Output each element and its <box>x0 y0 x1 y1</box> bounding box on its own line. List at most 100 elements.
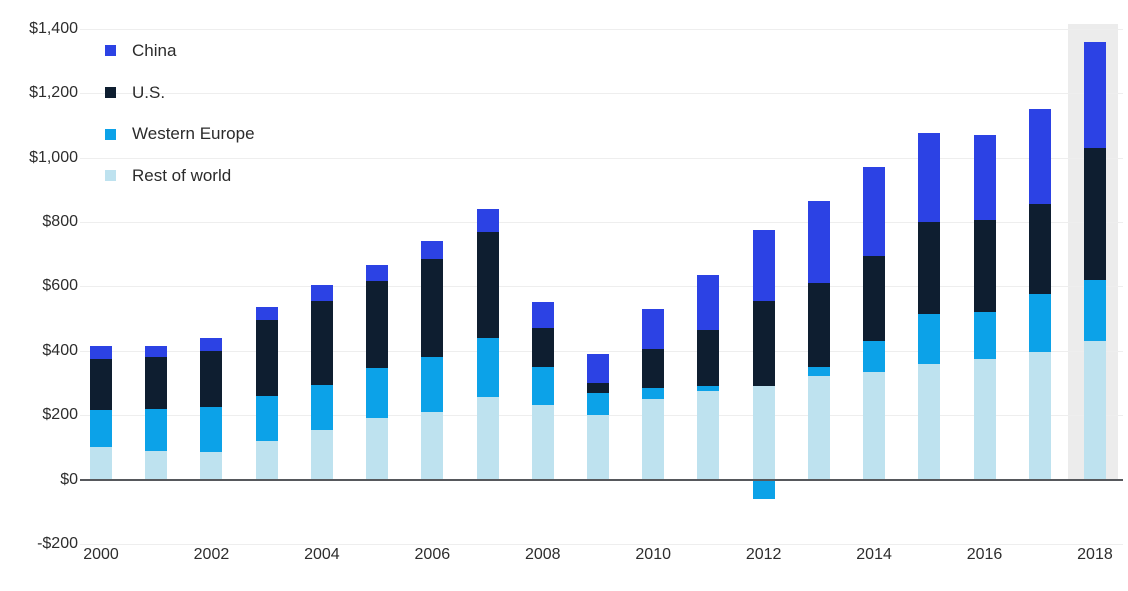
bar-2015-u-s- <box>918 221 941 314</box>
bar-2016-rest-of-world <box>973 358 996 480</box>
gridline-1200 <box>80 93 1123 95</box>
y-tick-label-200: $200 <box>42 406 78 424</box>
gridline-1400 <box>80 28 1123 30</box>
bar-2016-western-europe <box>973 312 996 359</box>
bar-2007-western-europe <box>476 337 499 398</box>
bar-2018-china <box>1083 41 1106 148</box>
bar-2009-u-s- <box>586 382 609 393</box>
bar-2004-western-europe <box>310 384 333 430</box>
bar-2008-u-s- <box>531 328 554 367</box>
bar-2017-china <box>1028 109 1051 205</box>
legend-item-china: China <box>105 30 255 72</box>
bar-2004-u-s- <box>310 300 333 385</box>
y-tick-label-1400: $1,400 <box>29 19 78 37</box>
bar-2010-u-s- <box>642 349 665 388</box>
bar-2018-rest-of-world <box>1083 341 1106 480</box>
bar-2014-china <box>863 167 886 256</box>
x-tick-label-2012: 2012 <box>745 546 782 563</box>
bar-2008-rest-of-world <box>531 405 554 480</box>
gridline-1000 <box>80 157 1123 159</box>
x-tick-label-2004: 2004 <box>304 546 340 563</box>
bar-2000-western-europe <box>90 410 112 448</box>
bar-2005-china <box>366 265 389 282</box>
x-tick-label-2002: 2002 <box>193 546 230 563</box>
legend-label-rest-of-world: Rest of world <box>132 165 232 185</box>
bar-2011-rest-of-world <box>697 390 720 480</box>
y-tick-label-400: $400 <box>42 341 78 359</box>
y-tick-label-800: $800 <box>42 212 78 230</box>
bar-2014-western-europe <box>863 341 886 372</box>
bar-2006-rest-of-world <box>421 411 444 480</box>
bar-2004-rest-of-world <box>310 429 333 480</box>
rest-of-world-swatch-icon <box>105 170 116 182</box>
legend-label-china: China <box>132 40 177 60</box>
bar-2006-western-europe <box>421 357 444 412</box>
bar-2011-u-s- <box>697 329 720 387</box>
bar-2005-western-europe <box>366 368 389 419</box>
bar-2006-u-s- <box>421 258 444 358</box>
legend-label-us: U.S. <box>132 82 166 102</box>
bar-2003-western-europe <box>255 395 278 441</box>
bar-2001-rest-of-world <box>145 450 168 480</box>
bar-2008-western-europe <box>531 366 554 406</box>
gridline-800 <box>80 221 1123 223</box>
legend-label-western-europe: Western Europe <box>132 124 255 144</box>
legend-item-western-europe: Western Europe <box>105 113 255 155</box>
y-tick-label-1000: $1,000 <box>29 148 78 166</box>
bar-2017-western-europe <box>1028 294 1051 353</box>
y-tick-label-0: $0 <box>60 470 78 488</box>
bar-2001-western-europe <box>145 408 168 451</box>
gridline-400 <box>80 350 1123 352</box>
bar-2005-u-s- <box>366 281 389 369</box>
bar-2006-china <box>421 241 444 259</box>
bar-2014-u-s- <box>863 255 886 342</box>
bar-2015-western-europe <box>918 313 941 364</box>
legend: China U.S. Western Europe Rest of world <box>105 30 255 197</box>
bar-2009-rest-of-world <box>586 415 609 480</box>
x-tick-label-2016: 2016 <box>966 546 1003 563</box>
x-tick-label-2018: 2018 <box>1077 546 1113 563</box>
bar-2007-u-s- <box>476 231 499 338</box>
bar-2001-china <box>145 345 168 358</box>
bar-2000-china <box>90 345 112 359</box>
bar-2005-rest-of-world <box>366 418 389 480</box>
bar-2009-china <box>586 353 609 383</box>
bar-2001-u-s- <box>145 357 168 409</box>
bar-2010-china <box>642 308 665 350</box>
bar-2017-u-s- <box>1028 204 1051 295</box>
bar-2003-china <box>255 307 278 321</box>
bar-2002-china <box>200 337 223 351</box>
bar-2010-rest-of-world <box>642 399 665 480</box>
bar-2016-china <box>973 134 996 221</box>
bar-2002-western-europe <box>200 407 223 453</box>
x-tick-label-2006: 2006 <box>414 546 451 563</box>
bar-2012-china <box>752 229 775 301</box>
bar-2009-western-europe <box>586 392 609 416</box>
bar-2013-western-europe <box>807 366 830 377</box>
bar-2018-u-s- <box>1083 147 1106 280</box>
bar-2003-u-s- <box>255 320 278 396</box>
gridline--200 <box>80 543 1123 545</box>
bar-2010-western-europe <box>642 387 665 399</box>
bar-2013-u-s- <box>807 283 830 367</box>
bar-2015-china <box>918 133 941 222</box>
bar-2012-western-europe <box>752 479 775 499</box>
bar-2018-western-europe <box>1083 279 1106 342</box>
y-tick-label-1200: $1,200 <box>29 84 78 102</box>
us-swatch-icon <box>105 87 116 99</box>
bar-2011-china <box>697 275 720 330</box>
bar-2007-rest-of-world <box>476 397 499 480</box>
bar-2000-u-s- <box>90 358 112 411</box>
bar-2016-u-s- <box>973 220 996 313</box>
bar-2017-rest-of-world <box>1028 352 1051 480</box>
bar-2012-u-s- <box>752 300 775 387</box>
bar-2007-china <box>476 209 499 232</box>
western-europe-swatch-icon <box>105 128 116 140</box>
bar-2000-rest-of-world <box>90 447 112 480</box>
legend-item-us: U.S. <box>105 72 255 114</box>
bar-2002-rest-of-world <box>200 452 223 480</box>
bar-2013-rest-of-world <box>807 376 830 480</box>
bar-2014-rest-of-world <box>863 371 886 480</box>
x-tick-label-2014: 2014 <box>856 546 892 563</box>
x-tick-label-2010: 2010 <box>635 546 671 563</box>
